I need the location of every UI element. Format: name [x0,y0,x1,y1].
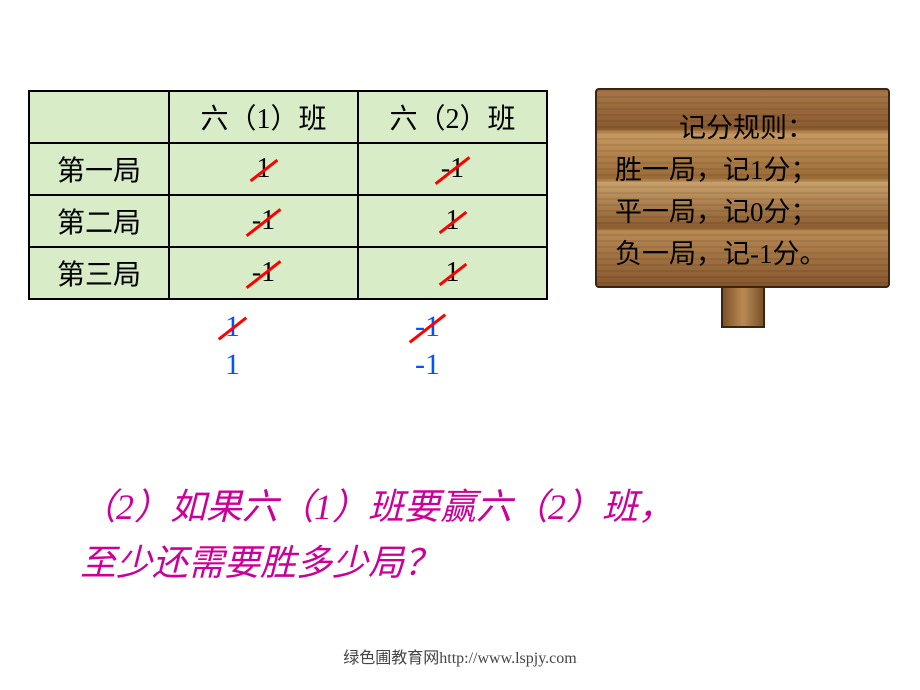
table-row: 第三局 -1 1 [29,247,547,299]
cell-r2-c2: 1 [358,195,547,247]
cell-r1-c1: 1 [169,143,358,195]
table-row: 第一局 1 -1 [29,143,547,195]
final-value: 1 [225,348,240,382]
table-corner [29,91,169,143]
cell-r1-c2: -1 [358,143,547,195]
row-label-2: 第二局 [29,195,169,247]
cell-r2-c1: -1 [169,195,358,247]
cell-r3-c1: -1 [169,247,358,299]
col-header-1: 六（1）班 [169,91,358,143]
score-table: 六（1）班 六（2）班 第一局 1 -1 第二局 -1 1 第三局 -1 1 [28,90,548,300]
scoring-rules-sign: 记分规则： 胜一局，记1分； 平一局，记0分； 负一局，记-1分。 [595,88,890,328]
question-line-1: （2）如果六（1）班要赢六（2）班， [80,480,840,536]
footer-credit: 绿色圃教育网http://www.lspjy.com [0,644,920,668]
question-text: （2）如果六（1）班要赢六（2）班， 至少还需要胜多少局？ [80,480,840,592]
sum-col-1: 1 1 [225,310,240,382]
sign-line-2: 平一局，记0分； [615,192,878,234]
final-value: -1 [415,348,440,382]
sign-line-1: 胜一局，记1分； [615,150,878,192]
col-header-2: 六（2）班 [358,91,547,143]
row-label-3: 第三局 [29,247,169,299]
sign-title: 记分规则： [615,108,878,150]
cell-r3-c2: 1 [358,247,547,299]
row-label-1: 第一局 [29,143,169,195]
sign-post-icon [721,288,765,328]
sign-line-3: 负一局，记-1分。 [615,234,878,276]
table-row: 第二局 -1 1 [29,195,547,247]
sum-col-2: -1 -1 [415,310,440,382]
table: 六（1）班 六（2）班 第一局 1 -1 第二局 -1 1 第三局 -1 1 [28,90,548,300]
question-line-2: 至少还需要胜多少局？ [80,536,840,592]
sign-board: 记分规则： 胜一局，记1分； 平一局，记0分； 负一局，记-1分。 [595,88,890,288]
